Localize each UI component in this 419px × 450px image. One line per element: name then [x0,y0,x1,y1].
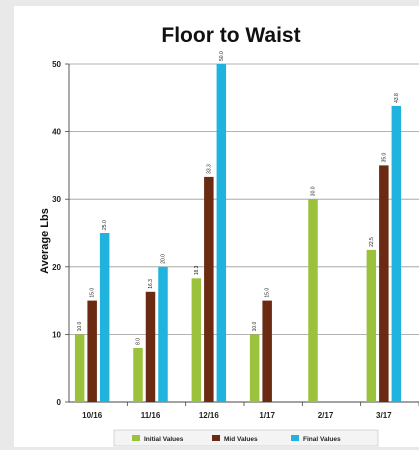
bar [133,347,143,402]
legend: Initial Values Mid Values Final Values [113,429,379,447]
gridlines [69,63,419,335]
x-tick-label: 12/16 [199,411,220,420]
x-tick-label: 3/17 [376,411,392,420]
y-tick-label: 0 [57,398,62,407]
data-label: 10.0 [77,321,83,331]
bar [74,334,85,402]
data-label: 35.0 [381,152,387,162]
chart-title: Floor to Waist [161,24,300,47]
y-tick-label: 40 [52,128,61,137]
y-tick-label: 50 [52,60,61,69]
bar [379,165,389,402]
data-label: 20.0 [161,254,167,264]
data-label: 18.3 [194,265,200,275]
y-tick-label: 20 [52,263,61,272]
bar [87,300,97,402]
legend-swatch [212,435,220,441]
bar [158,266,168,402]
chart-panel: Floor to Waist 0 10 20 30 40 50 10/16 11/16 12/1… [14,6,419,447]
data-label: 25.0 [102,220,108,230]
data-labels: 10.0 15.0 25.0 8.0 16.3 20.0 18.3 33.3 50.0 10.0 1… [77,51,400,345]
data-label: 30.0 [311,186,317,196]
bar [145,291,156,402]
data-label: 50.0 [219,51,225,61]
data-label: 43.8 [394,93,400,103]
bar [204,176,214,402]
bars [74,64,402,403]
legend-label: Final Values [303,436,341,443]
x-tick-label: 10/16 [82,411,103,420]
bar [191,278,202,402]
data-label: 10.0 [252,321,258,331]
bar [308,199,318,402]
bar [262,300,272,402]
data-label: 22.5 [369,237,375,247]
bar [366,249,377,402]
data-label: 15.0 [265,288,271,298]
legend-label: Initial Values [144,436,184,443]
data-label: 8.0 [136,338,142,345]
x-tick-label: 2/17 [318,411,334,420]
axes: 0 10 20 30 40 50 10/16 11/16 12/16 1/17 2/17 3/17 [52,60,419,420]
data-label: 33.3 [206,164,212,174]
legend-swatch [132,435,140,441]
y-axis-label: Average Lbs [39,208,51,274]
x-tick-label: 11/16 [141,411,161,420]
bar [99,233,110,402]
y-tick-label: 10 [52,330,61,339]
legend-swatch [291,435,299,441]
bar [391,105,402,403]
bar-chart: Floor to Waist 0 10 20 30 40 50 10/16 11/16 12/1… [39,24,419,447]
x-tick-label: 1/17 [259,411,275,420]
bar [216,64,227,402]
y-tick-label: 30 [52,195,61,204]
data-label: 15.0 [90,288,96,298]
bar [249,334,260,402]
legend-box [113,429,379,447]
data-label: 16.3 [148,279,154,289]
legend-label: Mid Values [224,436,258,443]
